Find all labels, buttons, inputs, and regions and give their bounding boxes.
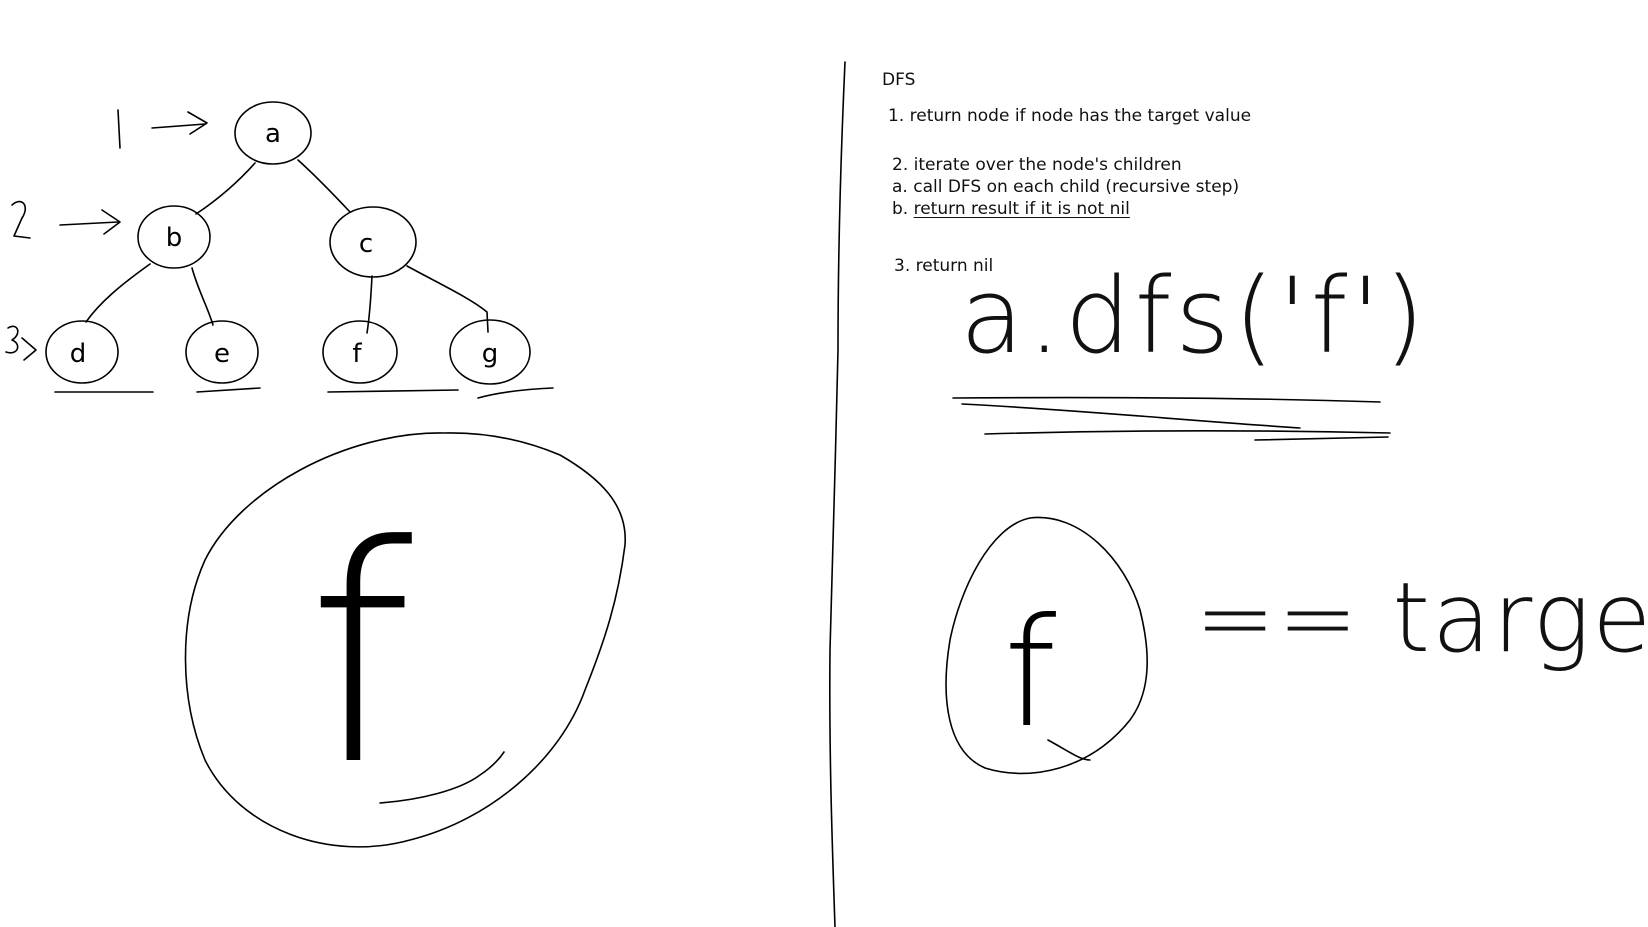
tree-node-a-label: a xyxy=(265,119,281,149)
tree-edges xyxy=(85,159,489,334)
level-2-marker xyxy=(11,200,121,239)
tree-node-c: c xyxy=(329,206,417,278)
tree-node-g-label: g xyxy=(482,339,499,369)
tree-node-f: f xyxy=(322,320,398,384)
notes-step-2: 2. iterate over the node's children xyxy=(892,155,1182,175)
tree-node-e-label: e xyxy=(214,339,230,369)
target-node-f-label: f xyxy=(1004,587,1057,761)
tree-node-f-label: f xyxy=(352,339,362,369)
tree-node-e: e xyxy=(185,320,259,384)
level-1-marker xyxy=(117,109,208,149)
zoomed-node-f-label: f xyxy=(307,482,415,831)
notes-step-2b-prefix: b. xyxy=(892,199,914,219)
notes-step-2b-underlined: return result if it is not nil xyxy=(913,199,1130,219)
handwritten-call: a.dfs('f') xyxy=(960,255,1429,377)
notes-step-2a: a. call DFS on each child (recursive ste… xyxy=(892,177,1240,197)
notes-step-1: 1. return node if node has the target va… xyxy=(888,106,1252,126)
tree-node-b-label: b xyxy=(166,223,183,253)
notes-title: DFS xyxy=(882,70,916,90)
handwritten-comparison: == target xyxy=(1195,562,1648,674)
call-underlines xyxy=(952,396,1391,441)
divider-line xyxy=(829,61,846,927)
tree-node-b: b xyxy=(137,205,211,269)
target-node-f: f xyxy=(945,516,1148,775)
zoomed-node-f: f xyxy=(184,432,626,848)
tree-node-g: g xyxy=(449,319,531,385)
tree-node-d: d xyxy=(45,320,119,384)
level-3-marker xyxy=(5,325,37,361)
tree-node-d-label: d xyxy=(70,339,87,369)
notes-step-2b: b. return result if it is not nil xyxy=(892,199,1130,219)
leaf-underlines xyxy=(54,387,554,399)
tree-node-a: a xyxy=(234,101,312,165)
tree-node-c-label: c xyxy=(359,229,373,259)
notes-step-3: 3. return nil xyxy=(894,256,994,276)
